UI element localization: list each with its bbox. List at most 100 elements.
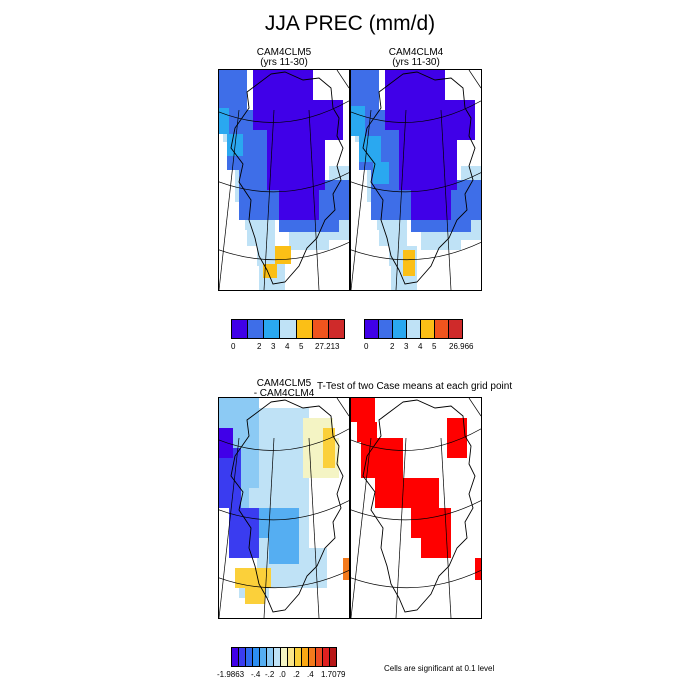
clm4-lonline [440, 109, 452, 290]
clm4-deep-cell [385, 70, 445, 130]
cbar-clm4-label-4: 5 [432, 342, 437, 351]
cbar-diff-swatch-1 [239, 648, 246, 666]
map-ttest [351, 398, 481, 618]
cbar-diff-swatch-3 [253, 648, 260, 666]
cbar-clm5-swatch-4 [296, 320, 313, 338]
cbar-clm4-swatch-0 [365, 320, 379, 338]
clm5-lonline [263, 109, 275, 290]
cbar-diff-label-1: -.4 [251, 670, 261, 679]
clm4-latline [351, 241, 481, 261]
diff-orangeish-cell [245, 588, 265, 604]
clm4-graticule [351, 70, 481, 290]
panel-title-clm4-line2: (yrs 11-30) [392, 57, 440, 68]
clm4-deep-cell [411, 190, 451, 220]
map-panel-ttest [350, 397, 482, 619]
panel-title-diff: CAM4CLM5 - CAM4CLM4 [218, 379, 350, 399]
diff-deepest-cell [219, 428, 233, 458]
diff-graticule [219, 398, 349, 618]
diff-latline [219, 569, 349, 589]
ttest-lonline [351, 437, 372, 618]
ttest-latline [351, 428, 481, 451]
clm5-deep-cell [279, 190, 319, 220]
ttest-sig-cell [351, 398, 375, 422]
clm4-light-cell [421, 230, 461, 250]
diff-orange-cell [343, 558, 349, 580]
cbar-clm5-label-2: 3 [271, 342, 276, 351]
panel-title-clm5: CAM4CLM5 (yrs 11-30) [218, 48, 350, 68]
cbar-clm4-swatch-2 [393, 320, 407, 338]
colorbar-clm4 [364, 319, 463, 339]
cbar-diff-label-2: -.2 [265, 670, 275, 679]
cbar-diff-label-6: 1.7079 [321, 670, 346, 679]
map-panel-clm4 [350, 69, 482, 291]
diff-lonline [263, 437, 275, 618]
cbar-clm4-label-2: 3 [404, 342, 409, 351]
diff-yellow-cell [323, 428, 335, 468]
ttest-sig-cell [375, 478, 439, 508]
clm5-light-cell [289, 230, 329, 250]
ttest-sig-cell [361, 438, 403, 478]
cbar-diff-label-5: .4 [307, 670, 314, 679]
diff-lonline [308, 437, 320, 618]
cbar-clm4-swatch-6 [449, 320, 462, 338]
clm4-coastline [362, 71, 476, 285]
cbar-diff-swatch-11 [309, 648, 316, 666]
cbar-clm5-swatch-6 [328, 320, 344, 338]
cbar-clm5-label-4: 5 [299, 342, 304, 351]
ttest-coastline [362, 399, 476, 613]
cbar-diff-swatch-0 [232, 648, 239, 666]
cbar-diff-label-4: .2 [293, 670, 300, 679]
cbar-clm4-label-3: 4 [418, 342, 423, 351]
clm5-coastline [230, 71, 344, 285]
cbar-diff-swatch-13 [323, 648, 330, 666]
significance-note: Cells are significant at 0.1 level [384, 664, 495, 673]
cbar-diff-label-0: -1.9863 [217, 670, 245, 679]
map-clm5 [219, 70, 349, 290]
cbar-clm4-label-1: 2 [390, 342, 395, 351]
cbar-clm4-swatch-1 [379, 320, 393, 338]
cbar-diff-swatch-9 [295, 648, 302, 666]
cbar-clm5-swatch-3 [280, 320, 297, 338]
clm5-lonline [219, 109, 240, 290]
diff-palest-cell [259, 408, 309, 488]
cbar-clm4-label-5: 26.966 [449, 342, 474, 351]
clm5-latline [219, 100, 349, 123]
ttest-latline [351, 569, 481, 589]
clm5-lonline [336, 70, 349, 89]
diff-lonline [336, 398, 349, 417]
map-clm4 [351, 70, 481, 290]
cbar-clm4-label-0: 0 [364, 342, 369, 351]
diff-latline [219, 428, 349, 451]
clm5-deep-cell [253, 70, 313, 130]
cbar-clm4-swatch-5 [435, 320, 449, 338]
cbar-clm4-swatch-4 [421, 320, 435, 338]
cbar-clm4-swatch-3 [407, 320, 421, 338]
clm4-latline [351, 100, 481, 123]
clm4-latline [351, 172, 481, 193]
diff-lonline [219, 437, 240, 618]
cbar-diff-swatch-6 [274, 648, 281, 666]
diff-coastline [230, 399, 344, 613]
clm4-orange-cell [403, 250, 415, 276]
ttest-lonline [395, 437, 407, 618]
clm5-orange-cell [275, 246, 291, 264]
clm5-mid-cell [219, 108, 229, 134]
map-diff [219, 398, 349, 618]
diff-deepblue-cell [219, 448, 241, 508]
ttest-sig-cell [421, 538, 451, 558]
clm5-latline [219, 172, 349, 193]
clm5-graticule [219, 70, 349, 290]
clm4-lonline [395, 109, 407, 290]
ttest-sig-cell [357, 422, 377, 442]
cbar-clm5-swatch-1 [248, 320, 265, 338]
cbar-diff-swatch-7 [281, 648, 288, 666]
cbar-clm5-label-3: 4 [285, 342, 290, 351]
ttest-sig-cell [447, 418, 467, 458]
clm4-mid-cell [351, 106, 365, 136]
panel-title-clm4: CAM4CLM4 (yrs 11-30) [350, 48, 482, 68]
clm5-orange-cell [263, 264, 277, 278]
diff-midblue-cell [269, 538, 299, 564]
cbar-clm5-label-0: 0 [231, 342, 236, 351]
clm4-blue-cell [351, 70, 379, 110]
clm4-lonline [468, 70, 481, 89]
